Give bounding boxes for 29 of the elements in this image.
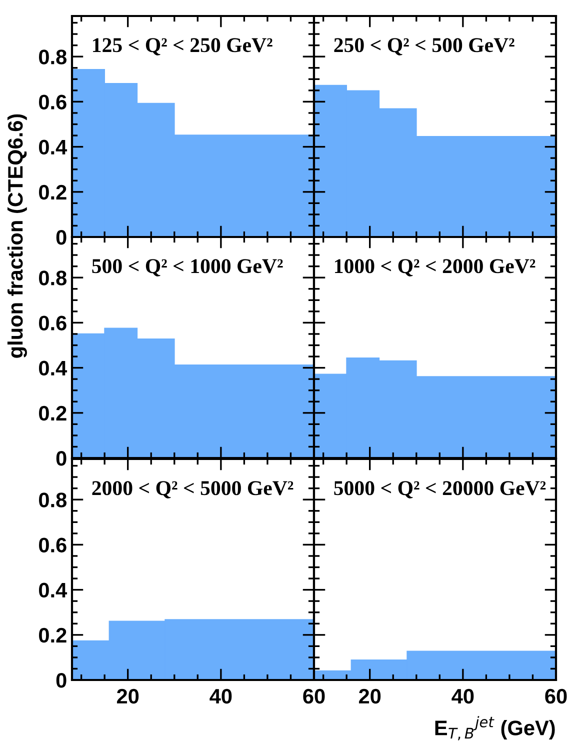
x-tick-label: 40 bbox=[210, 688, 232, 704]
y-tick-label: 0.6 bbox=[39, 316, 66, 330]
y-tick-label: 0.6 bbox=[39, 94, 66, 110]
text: 1000 < Q² < 2000 GeV² bbox=[335, 259, 536, 276]
text: 250 < Q² < 500 GeV² bbox=[334, 38, 514, 56]
text: 5000 < Q² < 20000 GeV² bbox=[334, 481, 546, 498]
y-tick-label: 0.4 bbox=[39, 140, 68, 155]
y-tick-label: 0.2 bbox=[39, 628, 66, 643]
text: 500 < Q² < 1000 GeV² bbox=[92, 259, 283, 276]
x-tick-label: 60 bbox=[303, 688, 325, 704]
x-tick-label: 20 bbox=[358, 688, 381, 704]
x-tick-label: 40 bbox=[452, 688, 474, 704]
text: 2000 < Q² < 5000 GeV² bbox=[92, 481, 294, 498]
y-tick-label: 0 bbox=[56, 673, 66, 688]
text: 125 < Q² < 250 GeV² bbox=[93, 38, 272, 56]
y-tick-label: 0.4 bbox=[39, 360, 68, 376]
x-tick-label: 60 bbox=[545, 688, 567, 704]
y-tick-label: 0.8 bbox=[39, 492, 67, 508]
y-tick-label: 0.8 bbox=[39, 270, 67, 286]
y-tick-label: 0.2 bbox=[39, 184, 66, 200]
y-tick-label: 0 bbox=[56, 451, 66, 466]
x-tick-label: 20 bbox=[116, 688, 139, 704]
y-tick-label: 0.4 bbox=[39, 582, 68, 598]
y-axis-title: gluon fraction (CTEQ6.6) bbox=[7, 114, 27, 358]
y-tick-label: 0.8 bbox=[39, 50, 67, 64]
y-tick-label: 0 bbox=[56, 230, 66, 245]
x-axis-title: E$_{T,B}$$^{jet}$ (GeV) bbox=[435, 716, 555, 740]
y-tick-label: 0.2 bbox=[39, 406, 66, 421]
y-tick-label: 0.6 bbox=[39, 538, 66, 552]
